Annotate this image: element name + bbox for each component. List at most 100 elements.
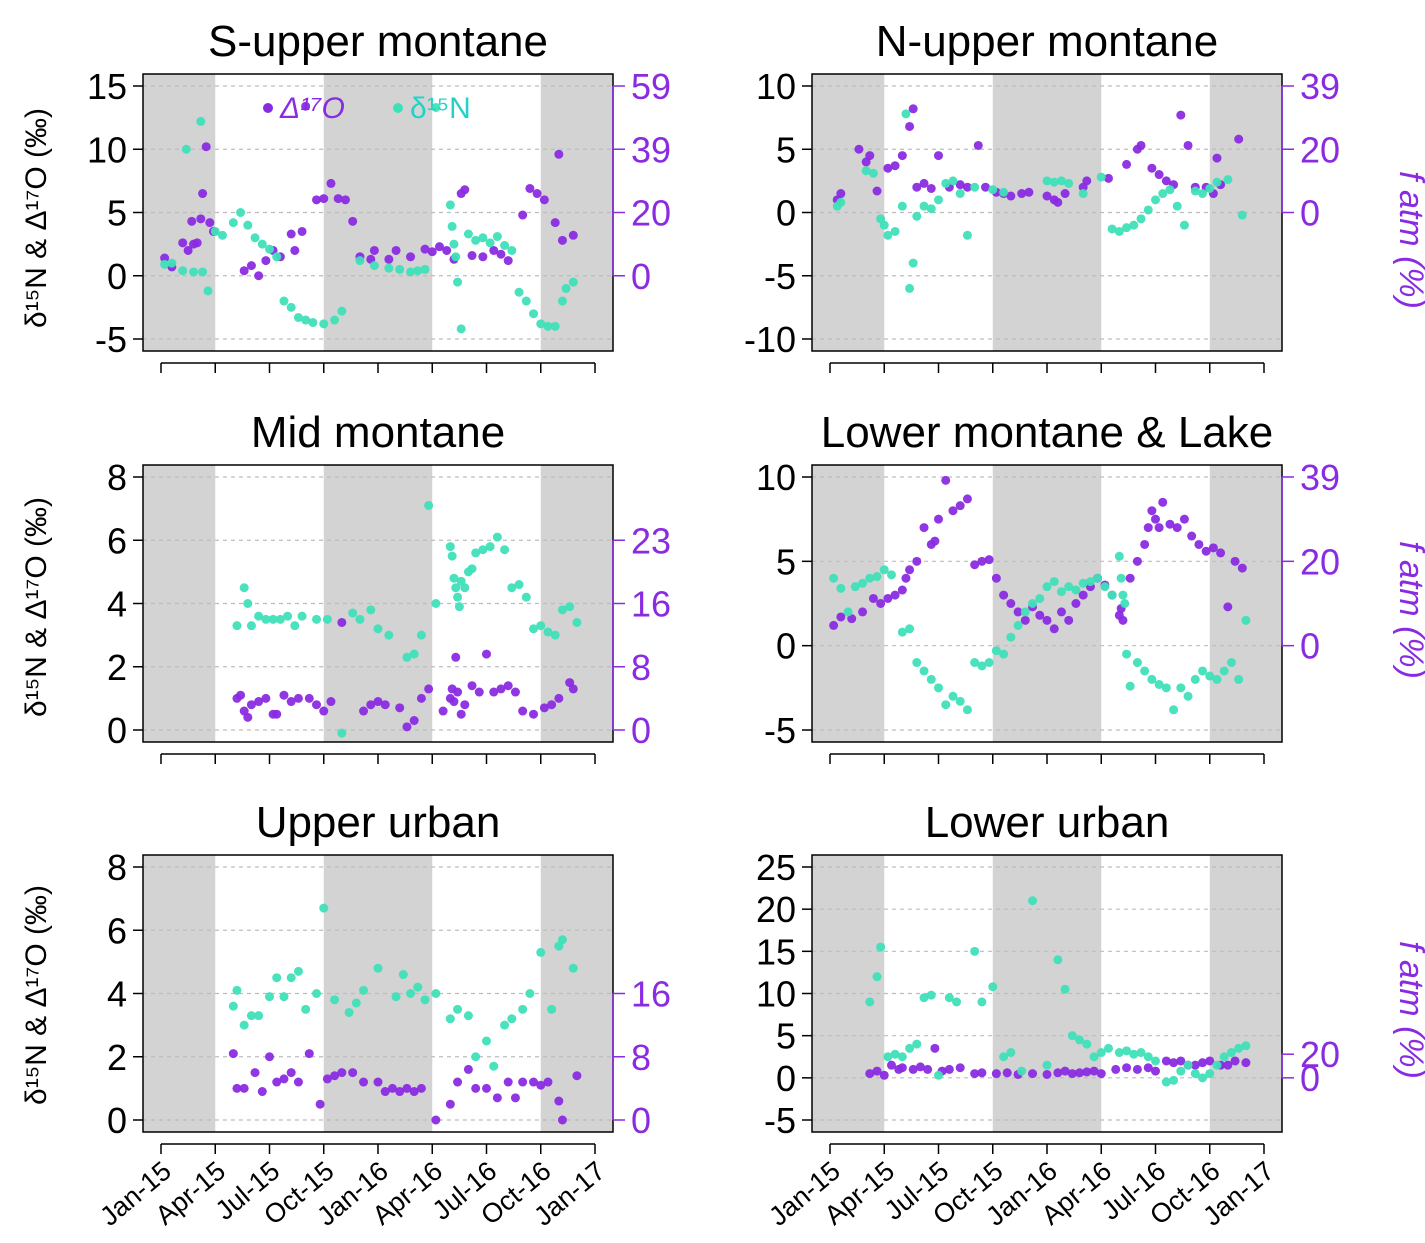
d15n-point — [514, 287, 524, 297]
d17o-point — [333, 194, 343, 204]
d15n-point — [286, 973, 296, 983]
d17o-point — [482, 1083, 491, 1093]
d17o-point — [434, 242, 444, 252]
d15n-point — [239, 583, 249, 593]
d17o-point — [876, 599, 886, 608]
d15n-point — [1103, 1043, 1113, 1053]
winter-shading-1 — [812, 465, 885, 742]
d15n-point — [919, 993, 929, 1003]
d15n-point — [250, 233, 260, 243]
d15n-point — [236, 208, 246, 217]
d17o-point — [1165, 519, 1175, 529]
d15n-point — [543, 627, 553, 637]
d15n-point — [228, 218, 238, 228]
d15n-point — [1205, 1069, 1215, 1079]
d17o-point — [243, 712, 253, 722]
d17o-point — [1241, 1058, 1251, 1068]
d15n-point — [330, 315, 340, 325]
y-tick-label: 0 — [107, 1100, 127, 1141]
d15n-point — [322, 614, 332, 624]
d17o-point — [1234, 134, 1244, 144]
d17o-point — [416, 1083, 426, 1093]
d15n-point — [366, 605, 376, 615]
d15n-point — [514, 580, 524, 590]
d17o-point — [908, 104, 918, 114]
d15n-point — [1198, 666, 1208, 676]
d17o-point — [865, 151, 875, 161]
d15n-point — [977, 997, 987, 1007]
d17o-point — [572, 1071, 582, 1081]
d17o-point — [890, 590, 900, 600]
d17o-point — [192, 238, 202, 248]
d15n-point — [463, 229, 473, 239]
d15n-point — [836, 197, 846, 207]
panel-2: N-upper montane 10 5 0 -5 -10 39 20 0 — [744, 17, 1340, 373]
d17o-point — [532, 189, 542, 199]
d15n-point — [897, 627, 907, 637]
d17o-point — [187, 216, 197, 226]
d17o-point — [301, 101, 311, 111]
y-tick-label: 0 — [107, 256, 127, 297]
legend: Δ¹⁷O δ¹⁵N — [263, 92, 471, 125]
d15n-point — [948, 176, 958, 186]
d17o-point — [279, 1074, 289, 1084]
d17o-point — [1161, 176, 1171, 186]
d15n-point — [1237, 210, 1247, 220]
d17o-point — [1151, 514, 1160, 524]
d15n-point — [1165, 185, 1175, 195]
d15n-point — [1020, 607, 1030, 617]
d17o-point — [183, 245, 193, 255]
d15n-point — [829, 573, 839, 583]
y-tick-label: 5 — [776, 541, 796, 582]
d15n-point — [492, 532, 502, 542]
d15n-point — [1089, 1052, 1099, 1062]
d15n-point — [1075, 1035, 1085, 1045]
panel-4: Lower montane & Lake 10 5 0 -5 39 20 0 — [756, 408, 1340, 764]
d15n-point — [351, 998, 361, 1008]
right-tick-label: 39 — [631, 129, 671, 170]
y-tick-label: 0 — [776, 1058, 796, 1099]
d15n-point — [999, 1052, 1009, 1062]
d17o-point — [905, 121, 915, 131]
d15n-point — [1049, 177, 1059, 187]
y-tick-label: 8 — [107, 847, 127, 888]
d17o-point — [460, 185, 470, 195]
left-axis-label-row3: δ¹⁵N & Δ¹⁷O (‰) — [20, 885, 53, 1105]
d15n-point — [1085, 577, 1095, 587]
d17o-point — [934, 514, 943, 524]
y-tick-label: 10 — [756, 974, 796, 1015]
d15n-point — [308, 318, 318, 328]
d15n-point — [1140, 666, 1150, 676]
d17o-point — [941, 475, 951, 485]
d15n-point — [1096, 172, 1106, 182]
d17o-point — [496, 684, 506, 694]
d17o-point — [897, 1063, 907, 1073]
d15n-point — [1226, 658, 1236, 668]
d17o-point — [492, 1093, 502, 1103]
d15n-point — [373, 624, 383, 634]
d15n-point — [1176, 1066, 1186, 1076]
d15n-point — [1053, 955, 1063, 965]
d17o-point — [908, 1064, 918, 1074]
d15n-point — [1158, 189, 1168, 199]
d17o-point — [854, 144, 864, 154]
d17o-point — [286, 229, 296, 239]
d15n-point — [1234, 674, 1244, 684]
d15n-point — [272, 973, 282, 983]
d17o-point — [568, 230, 578, 240]
d15n-point — [447, 221, 457, 231]
d15n-point — [1006, 1048, 1016, 1058]
d15n-point — [265, 244, 274, 254]
d15n-point — [550, 630, 560, 640]
d15n-point — [454, 602, 464, 612]
d17o-point — [293, 693, 303, 703]
d15n-point — [1136, 1048, 1146, 1058]
d17o-point — [890, 161, 900, 171]
d17o-point — [286, 1068, 296, 1078]
d15n-point — [572, 617, 582, 627]
d15n-point — [565, 602, 575, 612]
d15n-point — [836, 583, 846, 593]
d15n-point — [941, 700, 951, 710]
d17o-point — [373, 1077, 383, 1087]
d17o-point — [962, 494, 972, 504]
